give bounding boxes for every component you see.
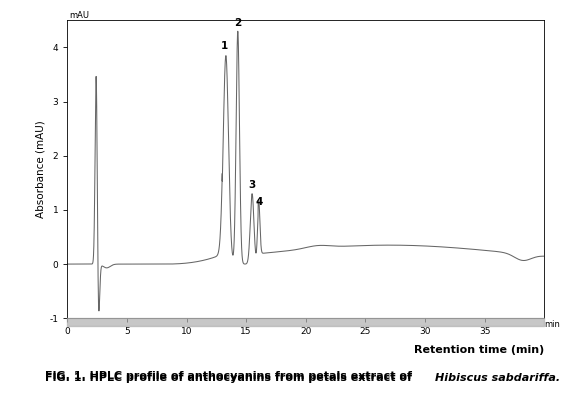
Text: Retention time (min): Retention time (min) bbox=[414, 345, 544, 355]
Text: 3: 3 bbox=[249, 180, 256, 191]
Text: 2: 2 bbox=[234, 18, 241, 28]
Text: FIG. 1. HPLC profile of anthocyanins from petals extract of: FIG. 1. HPLC profile of anthocyanins fro… bbox=[45, 373, 416, 384]
Text: FIG. 1. HPLC profile of anthocyanins from petals extract of Hibiscus sabdariffa.: FIG. 1. HPLC profile of anthocyanins fro… bbox=[45, 371, 542, 381]
Y-axis label: Absorbance (mAU): Absorbance (mAU) bbox=[35, 120, 45, 218]
Text: 1: 1 bbox=[221, 41, 228, 51]
Text: 4: 4 bbox=[256, 197, 263, 207]
Text: FIG. 1. HPLC profile of anthocyanins from petals extract of: FIG. 1. HPLC profile of anthocyanins fro… bbox=[45, 371, 416, 381]
Text: min: min bbox=[544, 320, 560, 329]
Text: mAU: mAU bbox=[70, 11, 90, 20]
Text: Hibiscus sabdariffa.: Hibiscus sabdariffa. bbox=[435, 373, 560, 384]
